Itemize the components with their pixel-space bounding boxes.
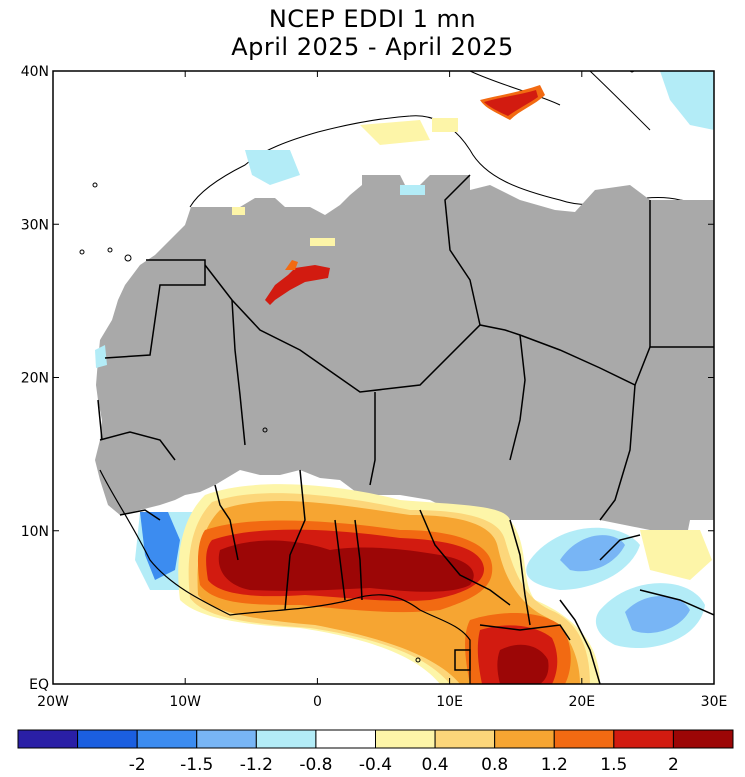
colorbar: -2 -1.5 -1.2 -0.8 -0.4 0.4 0.8 1.2 1.5 2 [17,729,734,775]
map-subtitle: April 2025 - April 2025 [231,33,514,61]
colorbar-swatch [136,729,198,749]
coastline-italy [469,71,651,131]
colorbar-swatch [553,729,615,749]
colorbar-swatch [17,729,79,749]
colorbar-swatch [315,729,376,749]
lat-tick-label: EQ [29,677,49,693]
islands [79,71,635,663]
colorbar-swatch [434,729,496,749]
lon-tick-label: 20W [37,694,69,710]
colorbar-label: 2 [668,755,679,775]
colorbar-label: 0.8 [481,755,508,775]
colorbar-label: -2 [129,755,146,775]
colorbar-swatch [613,729,674,749]
negative-anomaly-layer [95,71,714,649]
lon-tick-label: 10W [169,694,201,710]
colorbar-label: 0.4 [422,755,449,775]
map-title: NCEP EDDI 1 mn [268,5,477,33]
colorbar-label: -0.4 [359,755,392,775]
masked-region [95,175,714,530]
lat-tick-label: 40N [21,64,49,80]
colorbar-swatch [77,729,138,749]
colorbar-swatch [375,729,436,749]
lon-tick-label: 30E [701,694,728,710]
lon-tick-label: 20E [568,694,595,710]
lat-tick-label: 30N [21,217,49,233]
lon-tick-label: 10E [436,694,463,710]
colorbar-swatch [672,729,734,749]
colorbar-label: -1.5 [180,755,213,775]
colorbar-swatch [494,729,555,749]
colorbar-label: 1.2 [541,755,568,775]
coastline [189,115,714,208]
lon-tick-label: 0 [313,694,322,710]
colorbar-label: 1.5 [600,755,627,775]
colorbar-label: -1.2 [240,755,273,775]
lat-tick-label: 20N [21,371,49,387]
colorbar-swatch [196,729,257,749]
country-borders [97,174,714,684]
lat-tick-label: 10N [21,524,49,540]
colorbar-label: -0.8 [299,755,332,775]
colorbar-swatch [255,729,317,749]
coastline-gulf [99,469,471,684]
